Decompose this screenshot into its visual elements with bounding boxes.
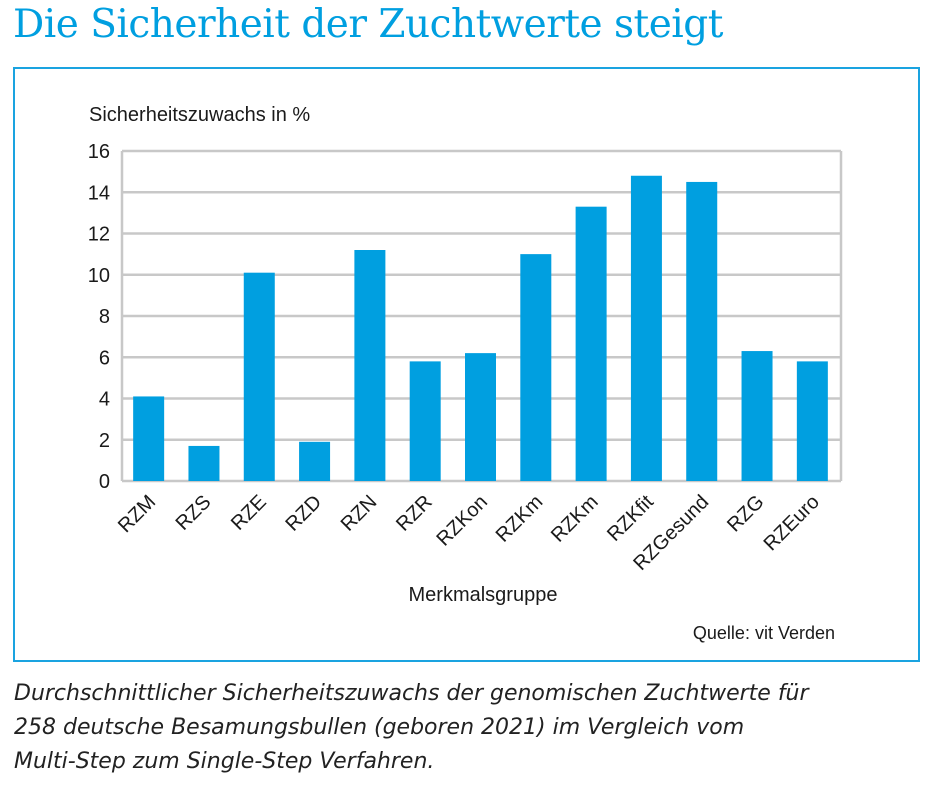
bar — [741, 351, 773, 481]
x-tick-label: RZG — [723, 491, 768, 536]
x-tick-label: RZKm — [492, 491, 548, 547]
figure-caption: Durchschnittlicher Sicherheitszuwachs de… — [14, 677, 934, 779]
y-tick-label: 14 — [88, 182, 110, 204]
x-tick-label: RZD — [281, 491, 326, 536]
y-tick-labels: 0 2 4 6 8 10 12 14 16 — [88, 141, 110, 493]
y-tick-label: 6 — [99, 347, 110, 369]
bars — [133, 175, 828, 481]
chart-frame: Sicherheitszuwachs in % Merkmalsgruppe Q… — [13, 67, 920, 662]
caption-line-2: 258 deutsche Besamungsbullen (geboren 20… — [14, 715, 745, 740]
bar — [796, 361, 828, 481]
y-tick-label: 4 — [99, 389, 110, 411]
caption-line-3: Multi-Step zum Single-Step Verfahren. — [14, 749, 435, 774]
y-axis-label: Sicherheitszuwachs in % — [89, 104, 310, 126]
x-tick-label: RZN — [337, 491, 382, 536]
source-note: Quelle: vit Verden — [693, 623, 835, 643]
bar-chart: Sicherheitszuwachs in % Merkmalsgruppe Q… — [88, 104, 843, 643]
bar — [354, 250, 386, 481]
bar — [630, 175, 662, 481]
page-title: Die Sicherheit der Zuchtwerte steigt — [13, 2, 723, 47]
grid-lines — [120, 149, 843, 483]
x-axis-label: Merkmalsgruppe — [409, 584, 558, 606]
caption-line-1: Durchschnittlicher Sicherheitszuwachs de… — [14, 681, 809, 706]
y-tick-label: 16 — [88, 141, 110, 163]
x-tick-label: RZKon — [432, 491, 492, 551]
x-tick-label: RZM — [114, 491, 160, 537]
x-tick-label: RZEuro — [760, 491, 824, 555]
bar — [299, 441, 331, 481]
y-tick-label: 0 — [99, 471, 110, 493]
bar — [465, 353, 496, 481]
bar — [686, 181, 718, 481]
x-tick-label: RZKm — [547, 491, 603, 547]
y-tick-label: 12 — [88, 224, 110, 246]
bar — [243, 272, 275, 481]
y-tick-label: 2 — [99, 430, 110, 452]
bar — [188, 445, 220, 481]
y-tick-label: 8 — [99, 306, 110, 328]
bar — [575, 206, 607, 481]
x-tick-label: RZR — [392, 491, 437, 536]
bar — [520, 254, 552, 481]
bar — [409, 361, 441, 481]
x-tick-label: RZE — [227, 491, 271, 535]
y-tick-label: 10 — [88, 265, 110, 287]
x-tick-label: RZS — [172, 491, 216, 535]
bar — [133, 396, 165, 481]
